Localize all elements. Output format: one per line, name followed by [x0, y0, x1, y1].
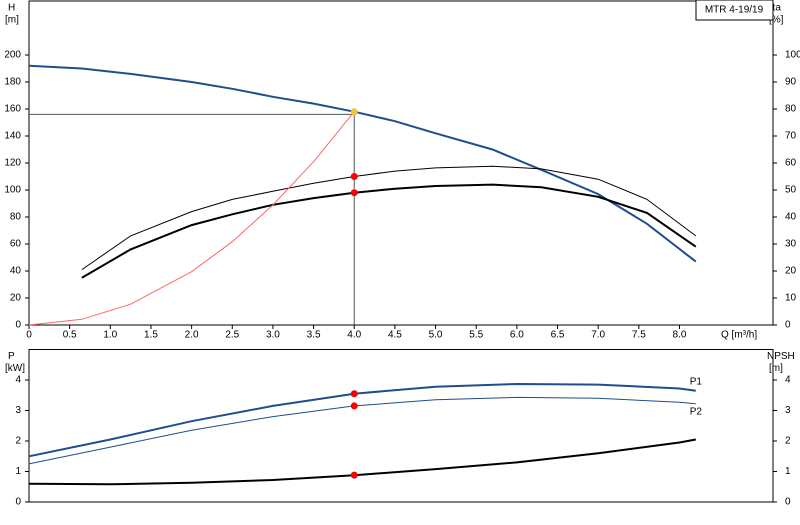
- x-tick-label: 4.5: [388, 330, 402, 341]
- y-tick-label: 160: [4, 104, 21, 115]
- y-tick-label: 0: [15, 320, 21, 331]
- y2-axis-unit: [%]: [769, 15, 784, 26]
- series-line: [81, 165, 697, 271]
- series-line: [28, 111, 355, 326]
- y2-tick-label: 70: [785, 131, 797, 142]
- y-axis-label: H: [8, 3, 15, 14]
- y-tick-label: 80: [10, 212, 22, 223]
- y-tick-label: 1: [15, 466, 21, 477]
- series-line: [28, 396, 696, 465]
- y-tick-label: 2: [15, 436, 21, 447]
- y2-tick-label: 100: [785, 50, 800, 61]
- y-tick-label: 180: [4, 77, 21, 88]
- y2-tick-label: 80: [785, 104, 797, 115]
- y2-tick-label: 0: [785, 320, 791, 331]
- y2-axis-label: eta: [767, 3, 781, 14]
- x-tick-label: 5.0: [429, 330, 443, 341]
- y-tick-label: 20: [10, 293, 22, 304]
- x-tick-label: 0: [26, 330, 32, 341]
- y2-tick-label: 40: [785, 212, 797, 223]
- y-tick-label: 120: [4, 158, 21, 169]
- y2-tick-label: 50: [785, 185, 797, 196]
- y-tick-label: 0: [15, 497, 21, 508]
- y2-tick-label: 20: [785, 266, 797, 277]
- y2-tick-label: 60: [785, 158, 797, 169]
- x-tick-label: 0.5: [63, 330, 77, 341]
- y2-tick-label: 90: [785, 77, 797, 88]
- x-tick-label: 7.5: [632, 330, 646, 341]
- operating-point: [350, 471, 358, 479]
- x-tick-label: 8.0: [673, 330, 687, 341]
- y2-axis-unit: [m]: [769, 363, 783, 374]
- x-tick-label: 3.5: [307, 330, 321, 341]
- x-tick-label: 6.0: [510, 330, 524, 341]
- x-tick-label: 7.0: [591, 330, 605, 341]
- x-tick-label: 3.0: [266, 330, 280, 341]
- y2-tick-label: 2: [785, 436, 791, 447]
- y2-tick-label: 0: [785, 497, 791, 508]
- y-tick-label: 60: [10, 239, 22, 250]
- series-label: P2: [690, 406, 703, 417]
- y2-tick-label: 30: [785, 239, 797, 250]
- y-tick-label: 3: [15, 405, 21, 416]
- y2-axis-label: NPSH: [767, 351, 795, 362]
- operating-point: [350, 189, 358, 197]
- y2-tick-label: 3: [785, 405, 791, 416]
- operating-point: [350, 402, 358, 410]
- y2-tick-label: 1: [785, 466, 791, 477]
- x-axis-label: Q [m³/h]: [721, 330, 757, 341]
- x-tick-label: 6.5: [551, 330, 565, 341]
- y-axis-unit: [kW]: [5, 363, 25, 374]
- x-tick-label: 4.0: [347, 330, 361, 341]
- x-tick-label: 2.0: [185, 330, 199, 341]
- y-tick-label: 200: [4, 50, 21, 61]
- y-tick-label: 4: [15, 375, 21, 386]
- x-tick-label: 1.5: [144, 330, 158, 341]
- operating-point: [350, 108, 358, 116]
- operating-point: [350, 173, 358, 180]
- chart-title: MTR 4-19/19: [705, 5, 764, 16]
- y-axis-unit: [m]: [5, 15, 19, 26]
- x-tick-label: 5.5: [469, 330, 483, 341]
- y-axis-label: P: [8, 351, 15, 362]
- series-line: [28, 382, 696, 458]
- operating-point: [350, 390, 358, 398]
- y-tick-label: 140: [4, 131, 21, 142]
- x-tick-label: 1.0: [103, 330, 117, 341]
- y2-tick-label: 10: [785, 293, 797, 304]
- y-tick-label: 40: [10, 266, 22, 277]
- series-line: [28, 438, 696, 486]
- y-tick-label: 100: [4, 185, 21, 196]
- series-label: P1: [690, 376, 703, 387]
- series-line: [81, 183, 697, 279]
- y2-tick-label: 4: [785, 375, 791, 386]
- x-tick-label: 2.5: [225, 330, 239, 341]
- title-box: [695, 0, 774, 21]
- plot-frame: [28, 349, 774, 503]
